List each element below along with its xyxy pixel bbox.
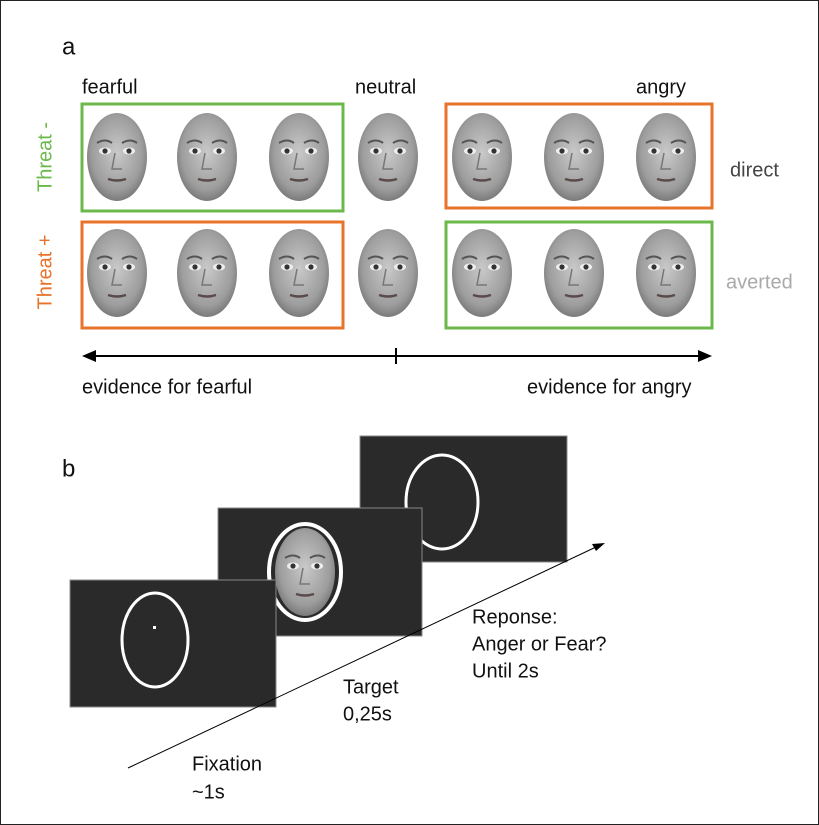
column-label: angry (636, 76, 686, 98)
step-duration: 0,25s (343, 703, 392, 725)
axis-label: evidence for fearful (82, 376, 252, 398)
face (85, 227, 149, 319)
faces (85, 111, 698, 319)
column-label: fearful (82, 76, 138, 98)
group-box (444, 220, 714, 330)
gaze-label: direct (730, 159, 779, 181)
panel-label: a (62, 33, 76, 60)
screen (359, 435, 568, 563)
fixation-dot (153, 626, 156, 629)
face-outline (267, 522, 343, 622)
step-question: Anger or Fear? (472, 633, 607, 655)
face (356, 227, 420, 319)
evidence-axis (82, 348, 712, 364)
row-label: Threat - (34, 122, 56, 192)
group-box (80, 102, 345, 213)
column-label: neutral (355, 76, 416, 98)
face (356, 111, 420, 203)
step-name: Target (343, 676, 399, 698)
face (542, 227, 606, 319)
step-duration: Until 2s (472, 660, 539, 682)
face (450, 227, 514, 319)
face (542, 111, 606, 203)
placeholder-oval (120, 591, 190, 689)
screen (69, 579, 277, 708)
group-box (444, 102, 714, 210)
step-duration: ~1s (192, 781, 225, 803)
step-name: Fixation (192, 753, 262, 775)
face (267, 227, 331, 319)
face (85, 111, 149, 203)
face (175, 111, 239, 203)
step-name: Reponse: (472, 606, 558, 628)
face (267, 111, 331, 203)
face (175, 227, 239, 319)
placeholder-oval (404, 453, 480, 551)
face (450, 111, 514, 203)
face (634, 111, 698, 203)
gaze-label: averted (726, 271, 793, 293)
time-arrow (127, 543, 605, 769)
time-arrowhead (592, 543, 605, 551)
axis-label: evidence for angry (527, 376, 692, 398)
face (273, 526, 337, 618)
row-label: Threat + (34, 234, 56, 309)
time-line (127, 546, 597, 769)
panel-label: b (62, 455, 75, 482)
face (634, 227, 698, 319)
group-box (80, 220, 345, 330)
